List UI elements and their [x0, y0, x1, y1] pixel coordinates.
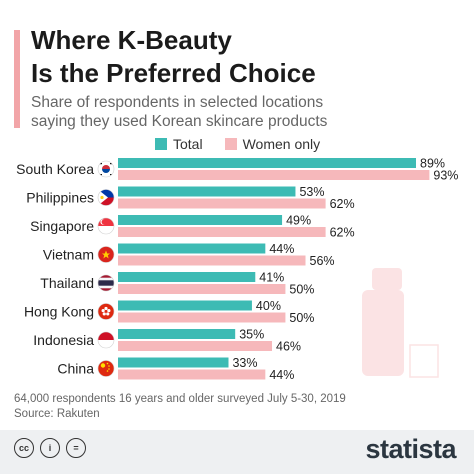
data-label-women: 44%: [269, 368, 294, 382]
statista-logo[interactable]: statista: [365, 434, 456, 464]
creative-commons-icon[interactable]: cc: [14, 438, 34, 458]
data-label-total: 89%: [420, 157, 445, 171]
bar-women: [118, 312, 286, 323]
category-label: Vietnam: [43, 247, 94, 263]
singapore-flag-icon: [97, 217, 115, 235]
category-label: Philippines: [26, 190, 94, 206]
subtitle-line-1: Share of respondents in selected locatio…: [31, 94, 324, 111]
data-label-total: 41%: [259, 271, 284, 285]
data-label-total: 49%: [286, 214, 311, 228]
bar-total: [118, 300, 252, 311]
data-label-women: 62%: [330, 226, 355, 240]
legend-swatch-total: [155, 138, 167, 150]
category-label: Hong Kong: [24, 304, 94, 320]
footnote: 64,000 respondents 16 years and older su…: [14, 392, 346, 422]
bottle-pump-decoration: [372, 268, 402, 290]
bar-women: [118, 198, 326, 209]
data-label-total: 35%: [239, 328, 264, 342]
bar-total: [118, 158, 416, 168]
no-derivatives-icon[interactable]: =: [66, 438, 86, 458]
data-label-total: 40%: [256, 299, 281, 313]
chart-subtitle: Share of respondents in selected locatio…: [31, 93, 327, 131]
south-korea-flag-icon: [97, 160, 115, 178]
data-label-women: 62%: [330, 197, 355, 211]
data-label-total: 44%: [269, 242, 294, 256]
category-label: Thailand: [40, 275, 94, 291]
bar-total: [118, 186, 296, 197]
data-label-women: 50%: [289, 311, 314, 325]
data-label-women: 56%: [310, 254, 335, 268]
bar-total: [118, 329, 236, 339]
bar-women: [118, 227, 326, 237]
title-accent-bar: [14, 30, 20, 128]
footer-bar: cc i = statista: [0, 430, 474, 474]
bar-women: [118, 341, 273, 351]
category-label: South Korea: [16, 161, 94, 177]
bar-women: [118, 284, 286, 294]
data-label-women: 50%: [289, 283, 314, 297]
china-flag-icon: [97, 360, 115, 377]
data-label-women: 46%: [276, 340, 301, 354]
legend-swatch-women: [224, 138, 237, 150]
attribution-icon[interactable]: i: [40, 438, 60, 458]
bar-total: [118, 357, 229, 368]
bottle-body-decoration: [362, 290, 404, 376]
data-label-women: 93%: [433, 169, 458, 183]
data-label-total: 33%: [232, 356, 257, 370]
bar-total: [118, 272, 256, 282]
bar-women: [118, 170, 430, 180]
source-note: Source: Rakuten: [14, 408, 100, 420]
hong-kong-flag-icon: [97, 303, 115, 320]
chart-title: Where K-Beauty Is the Preferred Choice: [31, 24, 316, 90]
chart-legend: Total Women only: [155, 136, 342, 152]
category-label: Indonesia: [33, 332, 94, 348]
vietnam-flag-icon: [97, 246, 115, 263]
category-label: Singapore: [30, 218, 94, 234]
thailand-flag-icon: [97, 274, 115, 292]
box-outline-decoration: [409, 344, 439, 378]
survey-note: 64,000 respondents 16 years and older su…: [14, 393, 346, 405]
bar-total: [118, 243, 266, 254]
legend-label-women: Women only: [242, 136, 321, 152]
bar-women: [118, 369, 266, 380]
legend-label-total: Total: [173, 136, 203, 152]
category-label: China: [57, 361, 94, 377]
title-line-1: Where K-Beauty: [31, 25, 232, 55]
bar-women: [118, 255, 306, 266]
indonesia-flag-icon: [97, 331, 115, 349]
legend-item-total: Total: [155, 136, 203, 152]
subtitle-line-2: saying they used Korean skincare product…: [31, 113, 328, 130]
title-line-2: Is the Preferred Choice: [31, 58, 316, 88]
legend-item-women: Women only: [224, 136, 321, 152]
philippines-flag-icon: [97, 189, 115, 206]
bar-total: [118, 215, 283, 225]
data-label-total: 53%: [299, 185, 324, 199]
